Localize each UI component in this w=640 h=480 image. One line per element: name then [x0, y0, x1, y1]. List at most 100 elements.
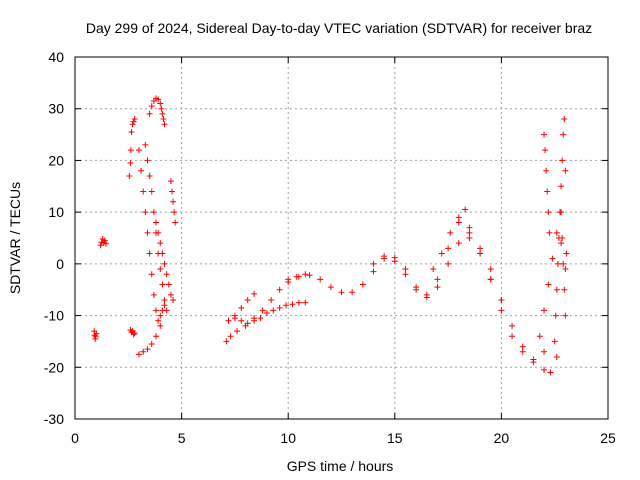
data-point — [167, 291, 174, 298]
data-point — [148, 188, 155, 195]
data-point — [276, 304, 283, 311]
data-point — [434, 276, 441, 283]
data-point — [155, 96, 162, 103]
x-tick-label: 20 — [494, 430, 510, 446]
data-point — [148, 341, 155, 348]
data-point — [327, 284, 334, 291]
data-point — [102, 240, 109, 247]
data-point — [302, 299, 309, 306]
data-point — [146, 172, 153, 179]
data-point — [263, 309, 270, 316]
data-point — [546, 229, 553, 236]
series-seg-e — [146, 95, 168, 128]
data-point — [370, 260, 377, 267]
data-point — [144, 229, 151, 236]
data-point — [547, 369, 554, 376]
series-seg-v — [558, 209, 569, 319]
grid-layer — [75, 57, 608, 419]
series-seg-g — [142, 141, 170, 314]
data-point — [159, 281, 166, 288]
data-point — [225, 317, 232, 324]
data-point — [135, 351, 142, 358]
data-point — [155, 229, 162, 236]
data-point — [138, 167, 145, 174]
x-axis-label: GPS time / hours — [287, 458, 394, 474]
data-point — [131, 330, 138, 337]
data-point — [251, 290, 258, 297]
data-point — [302, 271, 309, 278]
series-seg-h — [153, 219, 177, 304]
data-point — [161, 302, 168, 309]
data-point — [161, 260, 168, 267]
data-point — [171, 209, 178, 216]
data-point — [127, 160, 134, 167]
data-point — [487, 266, 494, 273]
data-point — [519, 343, 526, 350]
axis-ticks — [74, 56, 609, 420]
series-seg-o — [370, 219, 484, 301]
data-point — [447, 229, 454, 236]
y-tick-label: 40 — [48, 49, 64, 65]
data-point — [559, 157, 566, 164]
data-point — [519, 348, 526, 355]
data-point — [509, 322, 516, 329]
y-tick-label: -20 — [44, 359, 64, 375]
data-point — [295, 273, 302, 280]
data-point — [163, 271, 170, 278]
series-seg-i — [167, 178, 179, 226]
data-point — [563, 250, 570, 257]
data-point — [140, 188, 147, 195]
data-point — [455, 214, 462, 221]
data-point — [455, 240, 462, 247]
data-point — [551, 338, 558, 345]
data-point — [283, 302, 290, 309]
data-point — [545, 209, 552, 216]
x-tick-label: 25 — [600, 430, 616, 446]
data-point — [558, 209, 565, 216]
data-point — [153, 219, 160, 226]
data-point — [455, 219, 462, 226]
data-point — [466, 224, 473, 231]
data-point — [146, 250, 153, 257]
data-point — [170, 297, 177, 304]
data-point — [223, 338, 230, 345]
data-point — [477, 250, 484, 257]
series-seg-f — [135, 147, 168, 324]
data-point — [159, 250, 166, 257]
data-point — [466, 229, 473, 236]
data-point — [159, 110, 166, 117]
data-point — [150, 209, 157, 216]
tick-labels: 0 5 10 15 20 25 -30 -20 -10 0 10 20 30 40 — [44, 49, 616, 446]
data-point — [234, 328, 241, 335]
data-point — [541, 131, 548, 138]
data-point — [140, 348, 147, 355]
data-point — [257, 315, 264, 322]
data-point — [142, 209, 149, 216]
data-point — [244, 320, 251, 327]
series-seg-d — [127, 327, 138, 338]
data-point — [285, 276, 292, 283]
data-point — [445, 260, 452, 267]
data-point — [157, 322, 164, 329]
data-point — [558, 183, 565, 190]
data-point — [127, 147, 134, 154]
data-point — [170, 198, 177, 205]
data-point — [231, 312, 238, 319]
data-point — [549, 255, 556, 262]
y-tick-label: -10 — [44, 308, 64, 324]
data-point — [553, 353, 560, 360]
data-point — [562, 167, 569, 174]
y-tick-label: 20 — [48, 152, 64, 168]
data-point — [150, 291, 157, 298]
data-point — [92, 333, 99, 340]
data-point — [270, 307, 277, 314]
data-point — [157, 266, 164, 273]
data-point — [509, 333, 516, 340]
data-point — [101, 237, 108, 244]
series-seg-p — [430, 206, 469, 273]
data-point — [153, 307, 160, 314]
data-point — [413, 286, 420, 293]
data-point — [244, 297, 251, 304]
data-point — [430, 266, 437, 273]
data-point — [97, 242, 104, 249]
